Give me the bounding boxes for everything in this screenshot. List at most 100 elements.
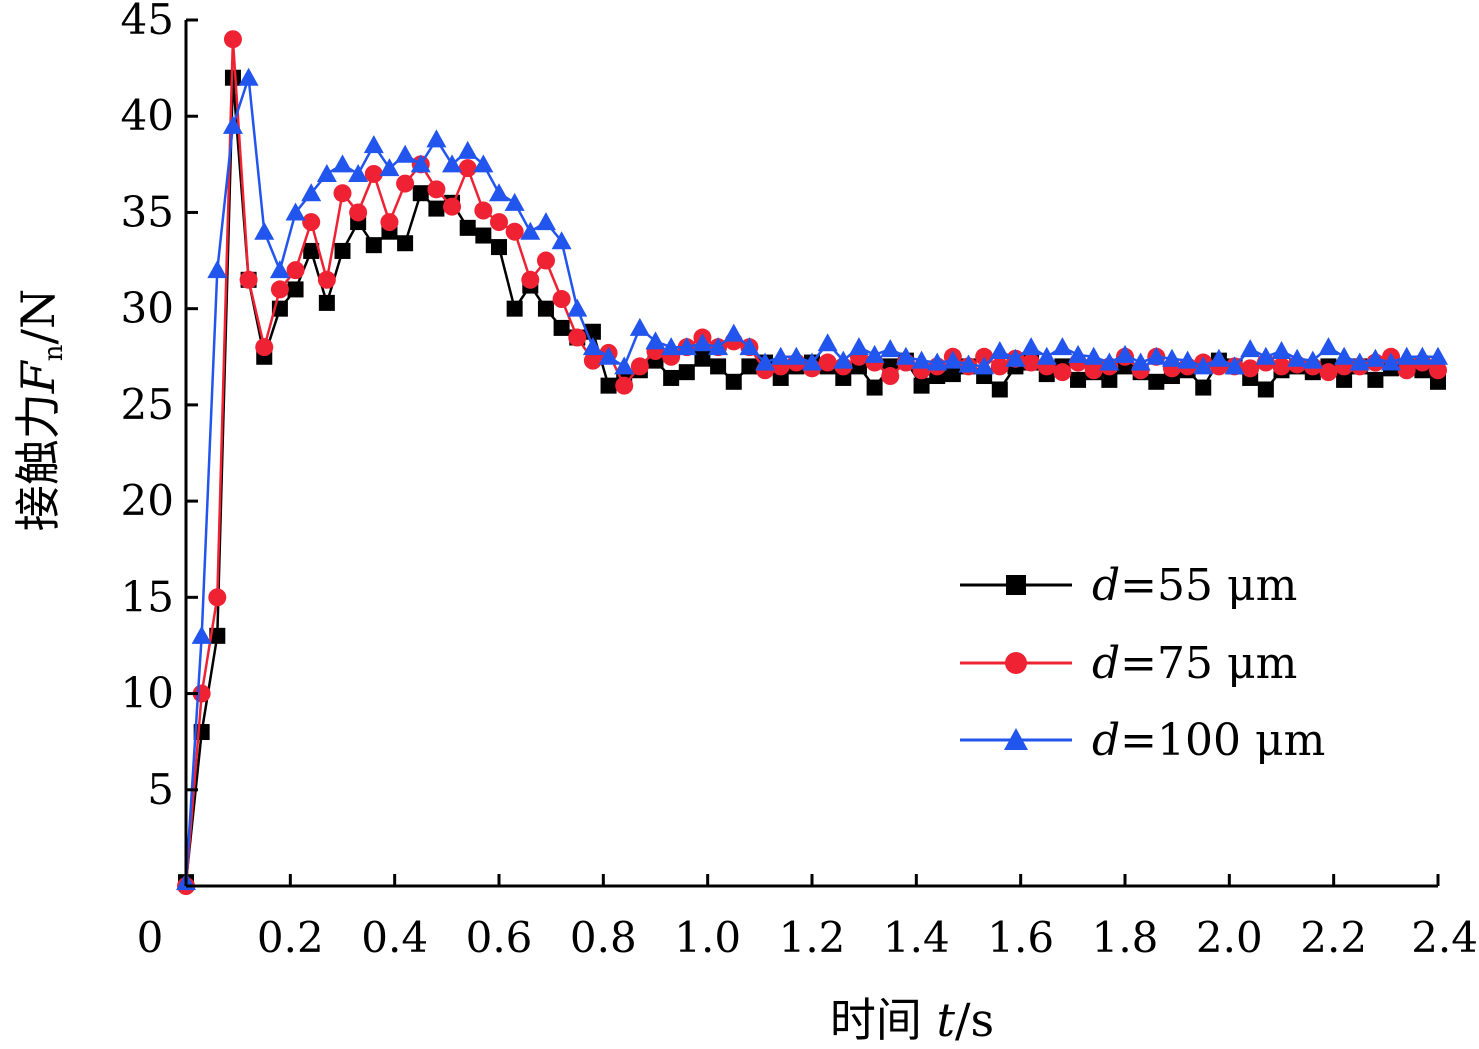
data-point [614,356,635,375]
data-point [1115,344,1135,363]
data-point [410,154,431,173]
data-point [1021,337,1042,356]
data-point [254,221,275,240]
data-point [1272,357,1291,376]
data-point [1397,361,1416,380]
y-tick-label: 35 [121,187,174,236]
data-point [958,354,979,373]
data-point [412,185,429,202]
data-point [583,351,602,370]
data-point [1004,728,1028,750]
legend-label: d=100 μm [1092,715,1325,766]
data-point [270,280,289,299]
data-point [1005,348,1026,367]
data-point [1193,356,1214,375]
data-point [1083,346,1104,365]
data-point [238,67,259,86]
data-point [442,154,463,173]
data-point [286,261,305,280]
data-point [1271,341,1292,360]
data-point [567,298,588,317]
y-tick-label: 20 [121,476,174,525]
data-point [1318,337,1339,356]
data-point [208,588,227,607]
y-tick-label: 45 [121,0,174,44]
data-point [1052,337,1073,356]
data-point [222,115,243,134]
data-point [645,331,666,350]
data-point [553,319,570,336]
y-tick-label: 5 [147,765,174,814]
data-point [990,357,1009,376]
data-point [600,377,617,394]
data-point [474,201,493,220]
data-point [426,129,447,148]
data-point [1161,348,1182,367]
data-point [349,203,368,222]
data-point [317,270,336,289]
data-point [880,339,901,358]
data-point [1036,346,1057,365]
data-point [552,290,571,309]
data-point [864,344,885,363]
data-point [535,212,556,231]
data-point [1428,346,1448,365]
data-point [1177,350,1198,369]
y-axis-unit: /N [11,289,65,345]
data-point [694,350,711,367]
x-origin-label: 0 [137,913,164,962]
data-point [489,183,509,202]
data-point [895,346,916,365]
data-point [269,260,290,279]
data-point [316,163,337,182]
x-tick-label: 1.2 [779,913,846,962]
data-point [1208,348,1229,367]
data-point [473,154,494,173]
data-point [1255,346,1276,365]
data-point [443,197,462,216]
data-point [1022,353,1041,372]
data-point [396,174,415,193]
data-point [520,221,541,240]
data-point [207,260,228,279]
data-point [615,376,634,395]
data-point [881,367,900,386]
data-point [692,333,713,352]
data-point [661,337,682,356]
legend-variable: d [1092,638,1120,689]
data-point [708,337,729,356]
legend-item: d=75 μm [960,638,1297,689]
data-point [1101,371,1118,388]
data-point [911,350,932,369]
data-point [255,338,274,357]
x-axis-title-text: 时间 [830,993,937,1047]
series-layer [176,30,1448,895]
data-point [380,213,399,232]
data-point [1349,352,1370,371]
data-point [974,356,995,375]
data-point [504,192,525,211]
data-point [1287,348,1308,367]
data-point [334,242,351,259]
data-point [989,341,1010,360]
legend-item: d=55 μm [960,560,1297,611]
data-point [710,358,727,375]
data-point [1336,371,1353,388]
legend-value: =55 μm [1120,560,1297,611]
x-tick-label: 0.6 [466,913,533,962]
data-point [1006,575,1026,595]
data-point [1365,348,1386,367]
data-point [1367,371,1384,388]
x-tick-label: 0.8 [570,913,637,962]
data-point [913,377,930,394]
data-point [363,135,384,154]
data-point [458,159,477,178]
data-point [678,364,695,381]
x-axis-variable: t [937,993,956,1047]
data-point [1130,352,1151,371]
y-tick-label: 10 [121,669,174,718]
data-point [302,213,321,232]
legend-value: =75 μm [1120,638,1297,689]
series-square [178,69,1446,891]
